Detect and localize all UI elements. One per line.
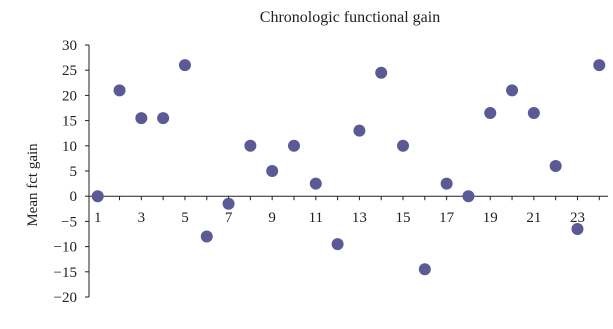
data-point — [397, 139, 410, 152]
data-point — [287, 139, 300, 152]
data-point — [135, 112, 148, 125]
data-point — [309, 177, 322, 190]
y-tick-label: 25 — [62, 63, 77, 79]
y-tick-label: 20 — [62, 88, 77, 104]
x-tick-label: 15 — [396, 210, 411, 226]
data-point — [527, 107, 540, 120]
data-point — [506, 84, 519, 97]
data-point — [222, 197, 235, 210]
y-tick-label: 10 — [62, 139, 77, 155]
data-point — [484, 107, 497, 120]
data-point — [571, 222, 584, 235]
x-tick-label: 7 — [225, 210, 233, 226]
x-tick-label: 9 — [268, 210, 276, 226]
y-tick-group: 30 25 20 15 10 5 0 −5 −10 −15 −20 — [54, 38, 89, 306]
x-tick-label: 3 — [138, 210, 146, 226]
y-tick-label: −20 — [54, 290, 77, 306]
y-tick-label: 5 — [70, 164, 78, 180]
data-point — [375, 66, 388, 79]
data-point — [113, 84, 126, 97]
y-axis-label: Mean fct gain — [25, 143, 41, 227]
data-point — [440, 177, 453, 190]
chart-title: Chronologic functional gain — [260, 9, 440, 26]
data-point — [157, 112, 170, 125]
x-tick-label: 21 — [526, 210, 541, 226]
data-point — [418, 263, 431, 276]
data-point — [91, 190, 104, 203]
x-tick-label: 11 — [309, 210, 323, 226]
data-point — [353, 124, 366, 137]
x-tick-group: 1 3 5 7 9 11 13 15 17 19 21 23 — [94, 196, 600, 226]
data-point — [331, 238, 344, 251]
data-point — [244, 139, 257, 152]
data-point — [549, 159, 562, 172]
y-tick-label: −15 — [54, 265, 77, 281]
y-tick-label: 0 — [70, 189, 78, 205]
x-tick-label: 17 — [439, 210, 455, 226]
data-point — [266, 165, 279, 177]
data-point — [200, 230, 213, 243]
data-point — [178, 59, 191, 72]
y-tick-label: 15 — [62, 114, 77, 130]
y-tick-label: −10 — [54, 240, 77, 256]
y-tick-label: 30 — [62, 38, 77, 54]
data-point — [593, 59, 606, 72]
data-point — [462, 190, 475, 203]
x-tick-label: 5 — [181, 210, 189, 226]
data-point-group — [91, 59, 606, 276]
y-tick-label: −5 — [61, 214, 77, 230]
x-tick-label: 19 — [483, 210, 498, 226]
x-tick-label: 13 — [352, 210, 367, 226]
x-tick-label: 1 — [94, 210, 102, 226]
x-tick-label: 23 — [570, 210, 585, 226]
